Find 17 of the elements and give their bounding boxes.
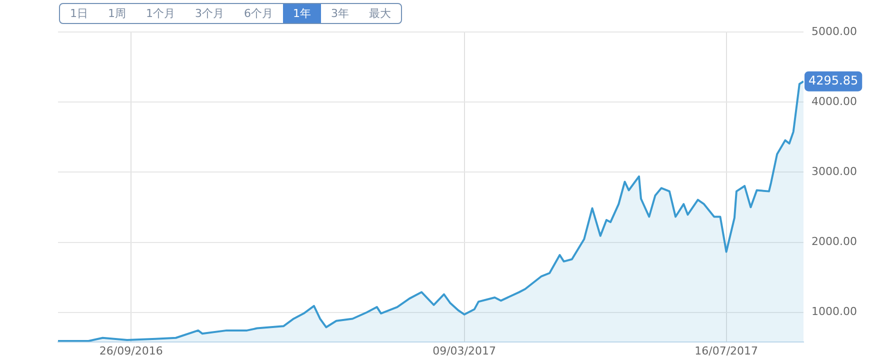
text: 1周 xyxy=(107,6,127,22)
y-tick-label: 2000.00 xyxy=(812,235,858,248)
text: 最大 xyxy=(368,6,392,22)
text: 1个月 xyxy=(145,6,176,22)
x-tick-label: 09/03/2017 xyxy=(432,344,496,358)
annotation: 4295.85 xyxy=(808,73,858,88)
y-tick-label: 3000.00 xyxy=(812,165,858,178)
y-tick-label: 1000.00 xyxy=(812,305,858,318)
y-tick-label: 4000.00 xyxy=(812,94,858,108)
text: 6个月 xyxy=(243,6,274,22)
text: 1年 xyxy=(283,4,321,23)
text: 3个月 xyxy=(194,6,225,22)
x-tick-label: 26/09/2016 xyxy=(99,344,163,358)
text: 3年 xyxy=(330,6,350,22)
x-tick-label: 16/07/2017 xyxy=(694,344,758,358)
y-tick-label: 5000.00 xyxy=(812,24,858,38)
text: 1日 xyxy=(69,6,89,22)
